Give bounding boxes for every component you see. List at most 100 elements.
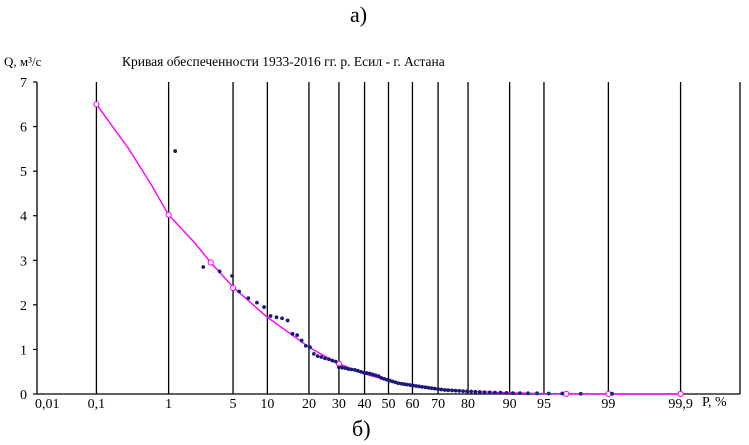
data-point (370, 372, 375, 377)
data-point (280, 316, 284, 321)
data-point (473, 389, 478, 394)
data-point (432, 386, 437, 391)
y-tick-label: 5 (20, 165, 27, 180)
data-point (361, 370, 366, 375)
data-point (346, 367, 351, 371)
x-tick-label: 80 (461, 397, 475, 412)
data-point (446, 388, 451, 393)
data-point (373, 373, 378, 378)
x-tick-label: 99 (601, 397, 615, 412)
curve-marker (677, 390, 684, 398)
data-point (337, 365, 341, 370)
data-point (423, 385, 428, 390)
data-point (414, 384, 419, 388)
y-tick-label: 3 (20, 254, 27, 269)
data-point (442, 388, 447, 392)
data-point (518, 391, 522, 396)
x-tick-label: 90 (503, 397, 517, 412)
data-point (399, 381, 404, 386)
data-point (450, 388, 454, 393)
data-point (487, 390, 492, 395)
data-point (498, 390, 503, 395)
y-tick-label: 7 (20, 76, 27, 91)
data-point (420, 384, 425, 389)
data-point (504, 390, 509, 395)
data-point (457, 388, 462, 393)
data-point (349, 367, 354, 372)
data-point (323, 356, 327, 361)
data-point (315, 354, 320, 359)
data-point (299, 338, 304, 343)
curve-marker (229, 284, 237, 292)
curve-marker (605, 390, 612, 398)
x-tick-label: 60 (405, 397, 419, 412)
data-point (546, 391, 551, 396)
y-tick-label: 2 (20, 299, 27, 314)
data-point (355, 368, 360, 373)
curve-marker (207, 259, 214, 266)
data-point (308, 345, 312, 350)
y-axis-label: Q, м³/с (4, 54, 42, 69)
data-point (461, 389, 465, 394)
data-point (578, 391, 583, 396)
data-point (560, 391, 565, 396)
data-point (469, 389, 474, 394)
data-point (330, 358, 335, 363)
data-point (396, 381, 401, 386)
data-point (343, 366, 348, 371)
y-tick-label: 0 (20, 388, 27, 403)
curve-marker (93, 101, 100, 108)
curve-marker (165, 211, 172, 218)
data-point (465, 389, 469, 394)
data-point (340, 365, 345, 370)
data-point (312, 351, 316, 356)
data-point (246, 296, 251, 301)
tick-labels: 0,01 0,1 1 5 10 20 30 40 50 60 70 80 90 95 99 99,9 0 1 2 3 4… (20, 76, 693, 412)
data-point (411, 383, 416, 388)
data-point (274, 315, 279, 320)
x-tick-label: 40 (358, 397, 372, 412)
series-layer (93, 101, 684, 398)
data-point (364, 371, 369, 375)
y-tick-label: 6 (20, 121, 27, 136)
data-point (402, 382, 407, 387)
data-point (367, 371, 372, 376)
data-point (262, 305, 266, 309)
data-point (255, 300, 259, 305)
grid-layer (95, 82, 682, 394)
y-tick-label: 1 (20, 343, 27, 358)
data-point (333, 359, 338, 364)
data-point (376, 374, 381, 379)
data-point (482, 390, 487, 395)
data-point (285, 318, 290, 323)
data-point (303, 343, 308, 348)
data-point (352, 368, 357, 372)
data-point (358, 369, 363, 374)
x-tick-label: 70 (431, 397, 445, 412)
data-point (511, 391, 515, 396)
chart-title: Кривая обеспеченности 1933-2016 гг. р. Е… (122, 54, 445, 69)
data-point (439, 387, 444, 392)
data-point (217, 269, 222, 274)
data-point (417, 384, 422, 389)
data-point (237, 289, 242, 294)
data-point (477, 390, 482, 394)
data-point (290, 331, 295, 336)
data-point (319, 355, 324, 359)
panel-label-top: а) (350, 2, 368, 27)
x-tick-label: 20 (302, 397, 316, 412)
x-tick-label: 50 (382, 397, 396, 412)
axes-layer (33, 81, 741, 395)
data-point (526, 391, 530, 396)
data-point (610, 391, 614, 396)
data-point (453, 388, 458, 393)
x-tick-label: 95 (537, 397, 551, 412)
data-point (326, 357, 331, 362)
data-point (405, 382, 410, 387)
x-tick-label: 10 (260, 397, 274, 412)
data-point (436, 387, 440, 391)
data-point (493, 390, 497, 395)
x-tick-label: 0,01 (35, 397, 60, 412)
panel-label-bottom: б) (352, 416, 371, 441)
